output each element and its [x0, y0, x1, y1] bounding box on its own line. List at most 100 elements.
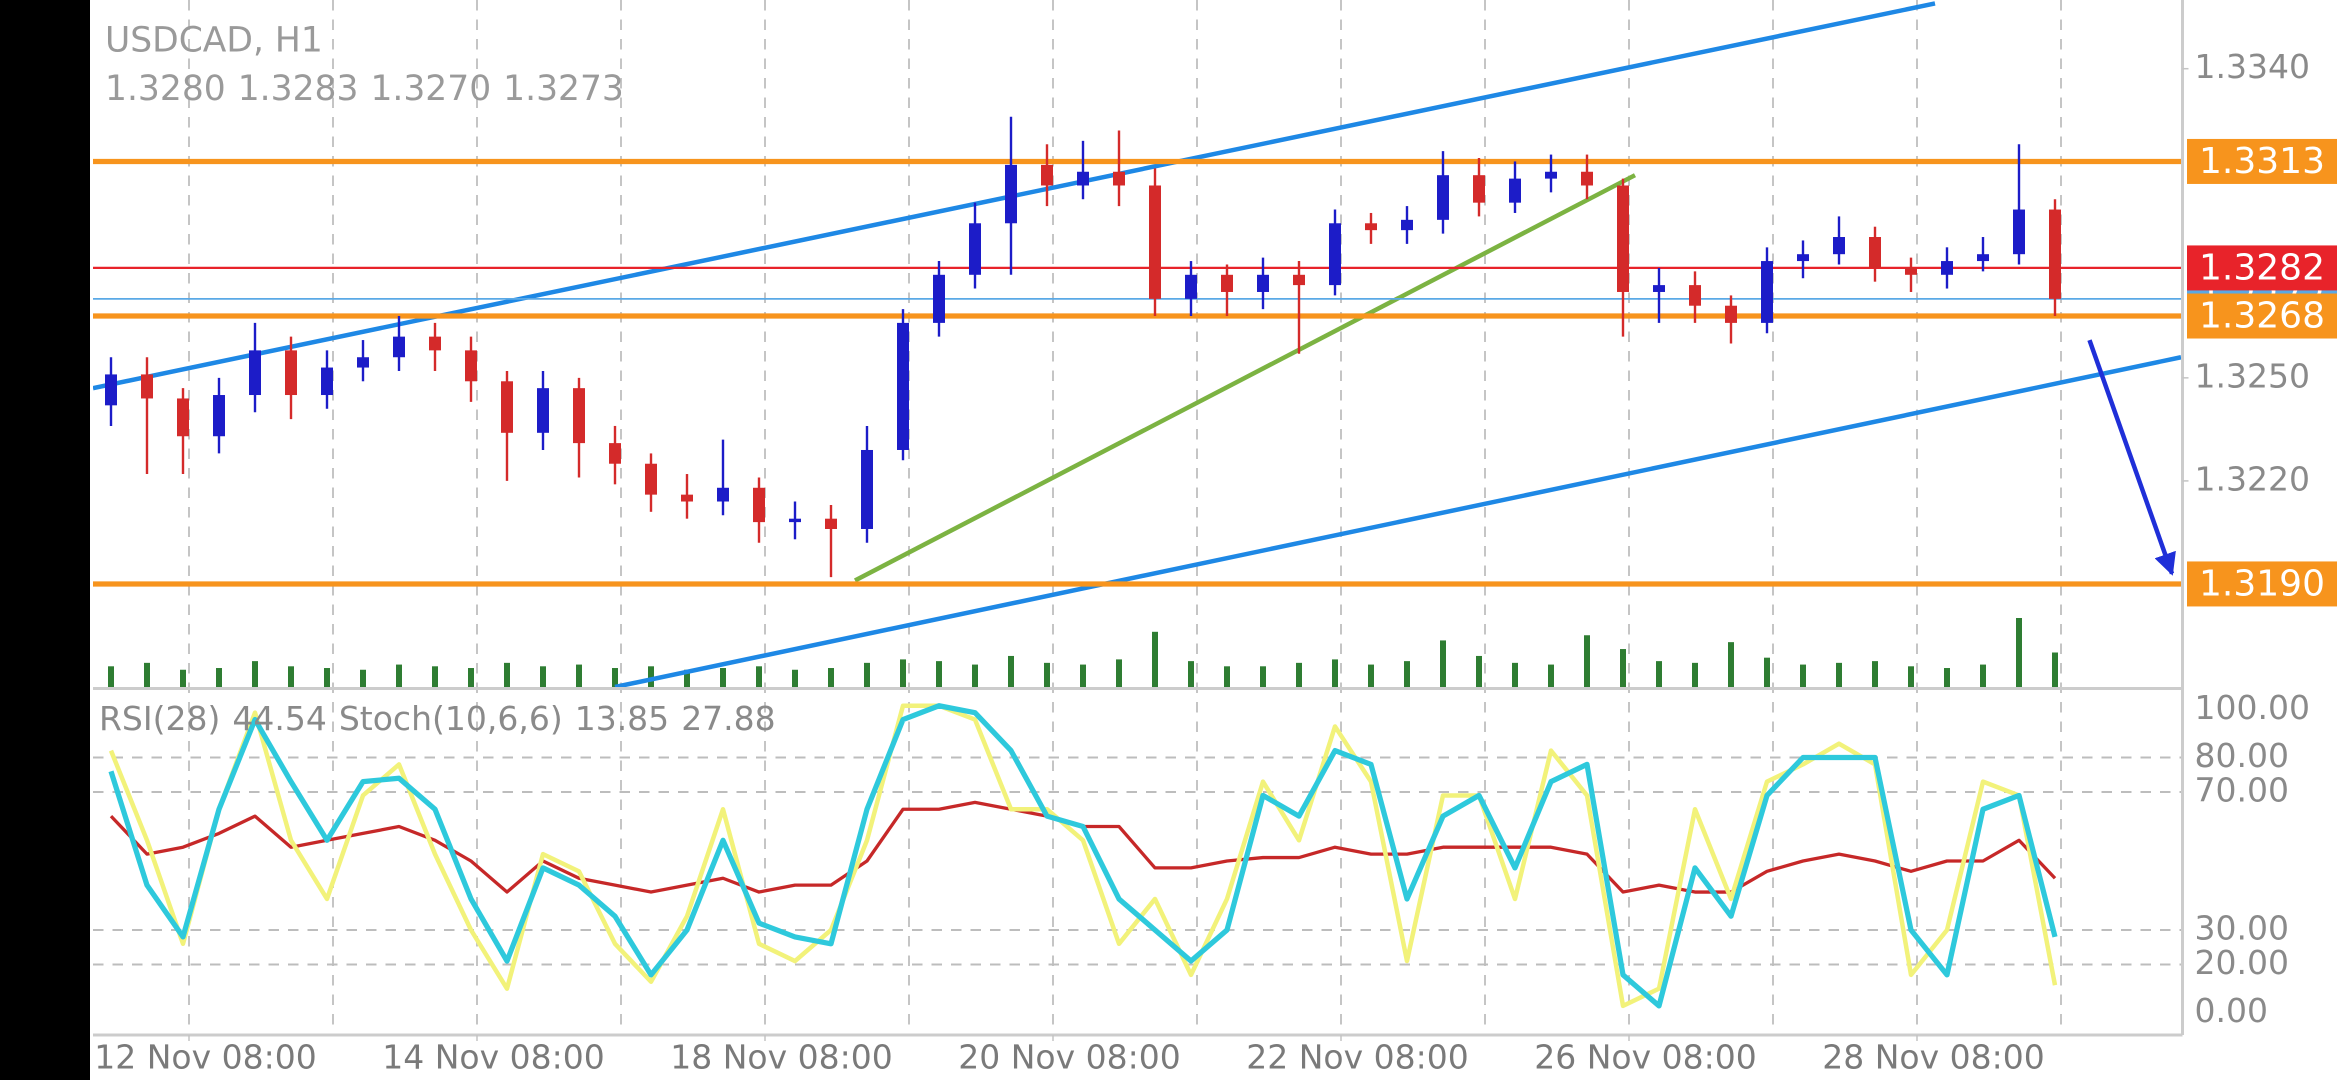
- volume-bar: [1872, 661, 1878, 687]
- indicator-value: 44.54: [232, 699, 326, 738]
- volume-bar: [864, 662, 870, 687]
- candle-body: [1005, 164, 1017, 224]
- volume-bar: [108, 666, 114, 687]
- volume-bar: [1944, 668, 1950, 687]
- x-tick-label: 28 Nov 08:00: [1822, 1038, 2044, 1077]
- volume-bar: [936, 661, 942, 687]
- volume-bar: [1152, 631, 1158, 687]
- level-label: 1.3190: [2199, 563, 2325, 604]
- candle-body: [141, 374, 153, 399]
- candle-body: [1041, 164, 1053, 186]
- candle-body: [933, 274, 945, 323]
- indicator-line: [108, 703, 2058, 1009]
- candle-body: [465, 350, 477, 382]
- trendline: [853, 173, 1637, 583]
- candle-body: [1941, 261, 1953, 275]
- volume-bar: [1728, 642, 1734, 687]
- volume-bar: [1980, 664, 1986, 687]
- candle-body: [861, 449, 873, 529]
- volume-bar: [288, 666, 294, 687]
- quote-line: 1.3280 1.3283 1.3270 1.3273: [105, 69, 624, 109]
- volume-bar: [972, 664, 978, 687]
- volume-bar: [396, 664, 402, 687]
- volume-bar: [324, 668, 330, 687]
- candle-body: [1545, 171, 1557, 179]
- volume-bar: [1800, 664, 1806, 687]
- volume-bar: [1836, 662, 1842, 687]
- indicator-value: 27.88: [681, 699, 775, 738]
- volume-bar: [1296, 662, 1302, 687]
- volume-bar: [1764, 657, 1770, 687]
- candle-body: [321, 367, 333, 396]
- quote-value: 1.3273: [503, 69, 624, 109]
- volume-bar: [900, 659, 906, 687]
- volume-bar: [576, 664, 582, 687]
- quote-value: 1.3283: [238, 69, 359, 109]
- candle-body: [1869, 237, 1881, 268]
- volume-bar: [432, 666, 438, 687]
- y-tick-label: 80.00: [2195, 736, 2289, 775]
- trendline: [614, 355, 2182, 687]
- candle-body: [1365, 223, 1377, 231]
- level-label-box: [2187, 245, 2337, 291]
- volume-bar: [504, 662, 510, 687]
- volume-bar: [1008, 655, 1014, 687]
- volume-bar: [828, 668, 834, 687]
- indicator-line: [108, 703, 2058, 1009]
- volume-bar: [1188, 661, 1194, 687]
- volume-bar: [648, 666, 654, 687]
- candle-body: [897, 322, 909, 450]
- candle-body: [1581, 171, 1593, 186]
- candle-body: [789, 518, 801, 523]
- y-tick-label: 0.00: [2195, 991, 2268, 1030]
- indicator-name: Stoch(10,6,6): [339, 699, 563, 738]
- candle-body: [753, 487, 765, 523]
- volume-bar: [1332, 659, 1338, 687]
- candle-body: [393, 336, 405, 358]
- candle-body: [1473, 175, 1485, 203]
- candle-body: [249, 350, 261, 396]
- candle-body: [357, 357, 369, 368]
- indicator-name: RSI(28): [99, 699, 220, 738]
- candle-body: [177, 398, 189, 437]
- candle-body: [1221, 274, 1233, 292]
- volume-bar: [216, 668, 222, 687]
- candle-body: [1113, 171, 1125, 186]
- volume-bar: [684, 669, 690, 687]
- volume-bar: [756, 666, 762, 687]
- candle-body: [825, 518, 837, 529]
- candle-body: [537, 388, 549, 433]
- x-tick-label: 22 Nov 08:00: [1246, 1038, 1468, 1077]
- volume-bar: [792, 669, 798, 687]
- level-label-box: [2187, 561, 2337, 607]
- y-tick-label: 1.3250: [2195, 356, 2310, 395]
- indicator-header: RSI(28) 44.54 Stoch(10,6,6) 13.85 27.88: [99, 699, 776, 738]
- candle-body: [1833, 237, 1845, 255]
- screen-edge: [0, 0, 90, 1080]
- x-tick-label: 20 Nov 08:00: [958, 1038, 1180, 1077]
- volume-bar: [1224, 666, 1230, 687]
- volume-bar: [720, 668, 726, 687]
- y-tick-label: 1.3340: [2195, 47, 2310, 86]
- volume-bar: [2016, 618, 2022, 687]
- candle-body: [1293, 274, 1305, 286]
- volume-bar: [1404, 661, 1410, 687]
- candle-body: [573, 388, 585, 444]
- candle-body: [1977, 254, 1989, 262]
- candle-body: [1653, 285, 1665, 292]
- level-label: 1.3313: [2199, 141, 2325, 182]
- symbol-title: USDCAD, H1: [105, 21, 323, 61]
- volume-bar: [612, 668, 618, 687]
- candle-body: [1509, 178, 1521, 203]
- volume-bar: [2052, 652, 2058, 687]
- candle-body: [1761, 261, 1773, 323]
- volume-bar: [144, 662, 150, 687]
- volume-bar: [1584, 635, 1590, 687]
- volume-bar: [468, 668, 474, 687]
- level-label-box: [2187, 138, 2337, 184]
- level-label: 1.3268: [2199, 296, 2325, 337]
- y-tick-label: 70.00: [2195, 771, 2289, 810]
- x-tick-label: 14 Nov 08:00: [382, 1038, 604, 1077]
